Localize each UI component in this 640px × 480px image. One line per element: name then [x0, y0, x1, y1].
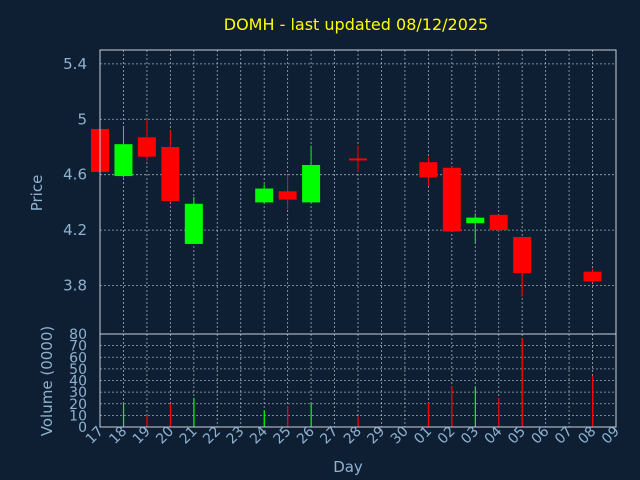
candle-body: [137, 137, 156, 157]
volume-bar: [193, 397, 195, 427]
candle-body: [184, 203, 203, 244]
volume-bar: [169, 403, 172, 427]
plot-frames: [99, 49, 617, 428]
volume-tick-label: 80: [69, 327, 87, 343]
chart-title: DOMH - last updated 08/12/2025: [224, 15, 488, 34]
candle-body: [349, 158, 367, 161]
candle-body: [583, 271, 602, 282]
grid-lines: [100, 50, 616, 428]
volume-bar: [592, 375, 594, 427]
candle-body: [255, 188, 274, 203]
volume-bar: [263, 410, 265, 427]
volume-axis-label: Volume (0000): [38, 326, 56, 436]
price-tick-label: 4.6: [63, 166, 87, 184]
volume-bar: [357, 416, 359, 427]
candle-body: [302, 164, 321, 203]
candle-body: [442, 167, 461, 232]
candle-body: [513, 237, 532, 274]
volume-bar: [287, 406, 289, 427]
candle-body: [466, 217, 485, 224]
candle-body: [161, 146, 180, 202]
volume-bar: [474, 387, 476, 427]
volume-plot-frame: [99, 333, 617, 428]
chart-marks: [91, 119, 602, 427]
volume-tick-label: 50: [69, 362, 87, 378]
volume-bar: [427, 402, 430, 427]
volume-tick-label: 60: [69, 350, 87, 366]
candle-body: [278, 191, 297, 200]
price-tick-label: 5.4: [63, 55, 87, 73]
volume-bar: [146, 415, 148, 427]
volume-bar: [521, 338, 523, 427]
volume-bar: [451, 386, 453, 427]
volume-bar: [498, 397, 500, 427]
volume-bar: [310, 402, 312, 427]
volume-tick-label: 10: [69, 408, 87, 424]
candle-body: [114, 144, 133, 177]
day-axis-label: Day: [333, 458, 363, 476]
volume-tick-label: 0: [78, 420, 87, 436]
volume-tick-label: 30: [69, 385, 87, 401]
price-tick-label: 5: [77, 110, 87, 128]
candle-body: [419, 162, 438, 178]
volume-tick-label: 20: [69, 397, 87, 413]
volume-tick-label: 40: [69, 374, 87, 390]
candle-body: [489, 214, 508, 231]
volume-tick-label: 70: [69, 339, 87, 355]
volume-bar: [122, 403, 125, 427]
price-tick-label: 3.8: [63, 277, 87, 295]
price-tick-label: 4.2: [63, 221, 87, 239]
price-axis-label: Price: [28, 175, 46, 212]
